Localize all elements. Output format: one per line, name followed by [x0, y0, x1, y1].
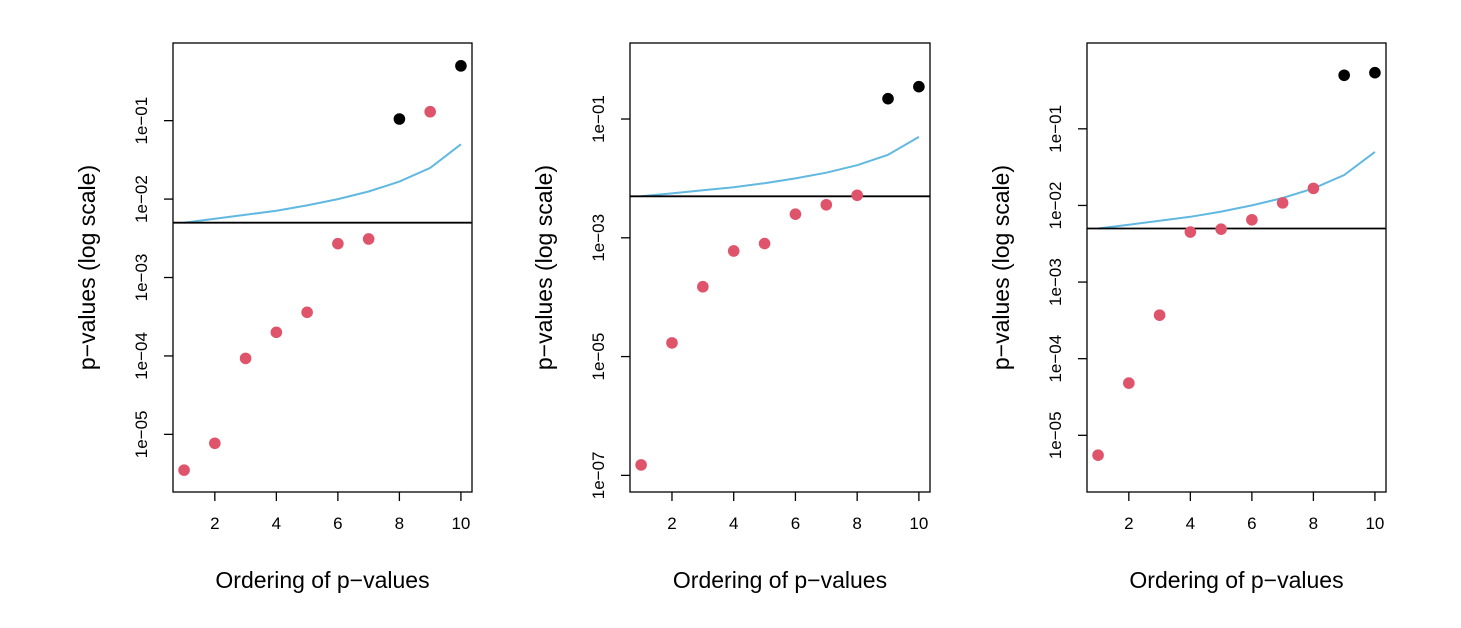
rejected-point [1276, 197, 1289, 209]
rejected-point [789, 208, 802, 220]
threshold-curve [183, 143, 462, 224]
non-rejected-point [913, 80, 925, 93]
x-tick-label: 10 [451, 514, 470, 533]
plot-frame [172, 42, 473, 493]
rejected-point [209, 437, 221, 450]
plot-area [1087, 151, 1386, 230]
rejected-point [851, 189, 863, 202]
x-tick-label: 4 [272, 514, 281, 533]
x-tick-label: 2 [1124, 514, 1133, 533]
rejected-point [270, 326, 283, 339]
rejected-point [820, 198, 833, 211]
x-tick-label: 6 [333, 514, 342, 533]
y-tick-label: 1e−07 [589, 451, 608, 499]
y-tick-label: 1e−01 [132, 97, 151, 145]
rejected-point [178, 464, 190, 476]
chart-panel-3: 2 4 6 8 10 1e−05 1e−04 1e−03 1e−02 1e−01 Ordering … [988, 42, 1387, 593]
non-rejected-point [882, 92, 894, 105]
x-tick-label: 4 [1186, 514, 1195, 533]
rejected-point [666, 337, 678, 349]
non-rejected-point [455, 60, 467, 72]
y-tick-label: 1e−03 [1046, 258, 1065, 306]
rejected-point [1215, 223, 1227, 235]
y-tick-label: 1e−01 [589, 95, 608, 143]
rejected-point [1246, 213, 1258, 226]
plot-frame [629, 42, 931, 493]
rejected-point [758, 237, 771, 250]
y-axis-title: p−values (log scale) [531, 165, 557, 370]
non-rejected-point [393, 113, 406, 125]
plot-area [173, 143, 472, 224]
y-tick-label: 1e−03 [132, 254, 151, 302]
x-tick-label: 8 [1309, 514, 1318, 533]
chart-panel-1: 2 4 6 8 10 1e−05 1e−04 1e−03 1e−02 1e−01 Ordering … [74, 42, 473, 593]
x-axis-title: Ordering of p−values [215, 567, 429, 593]
x-axis-title: Ordering of p−values [673, 567, 887, 593]
x-tick-label: 4 [729, 514, 738, 533]
y-tick-label: 1e−05 [589, 333, 608, 381]
rejected-point [239, 352, 252, 365]
chart-panel-2: 2 4 6 8 10 1e−07 1e−05 1e−03 1e−01 Ordering of p−… [531, 42, 931, 593]
y-tick-label: 1e−03 [589, 214, 608, 262]
y-tick-label: 1e−02 [132, 175, 151, 223]
threshold-curve [1097, 151, 1376, 230]
rejected-point [1092, 449, 1104, 462]
rejected-point [301, 306, 313, 319]
y-axis-title: p−values (log scale) [988, 165, 1014, 370]
y-axis-title: p−values (log scale) [74, 165, 100, 370]
x-tick-label: 2 [210, 514, 219, 533]
y-tick-label: 1e−01 [1046, 105, 1065, 153]
threshold-curve [641, 136, 920, 198]
non-rejected-point [1338, 69, 1350, 82]
rejected-point [1153, 309, 1166, 321]
x-axis-title: Ordering of p−values [1129, 567, 1343, 593]
x-tick-label: 8 [395, 514, 404, 533]
x-tick-label: 6 [791, 514, 800, 533]
rejected-point [1184, 226, 1197, 238]
non-rejected-point [1369, 66, 1381, 79]
plot-frame [1086, 42, 1387, 493]
rejected-point [635, 459, 647, 471]
rejected-point [332, 237, 344, 250]
rejected-point [727, 245, 740, 257]
y-tick-label: 1e−04 [1046, 335, 1065, 383]
y-tick-label: 1e−04 [132, 332, 151, 380]
x-tick-label: 10 [1365, 514, 1384, 533]
plot-area [630, 136, 930, 198]
rejected-point [424, 105, 436, 118]
rejected-point [1307, 182, 1320, 195]
x-tick-label: 6 [1247, 514, 1256, 533]
rejected-point [697, 280, 709, 293]
x-tick-label: 10 [909, 514, 928, 533]
rejected-point [1123, 377, 1135, 389]
y-tick-label: 1e−05 [132, 410, 151, 458]
y-tick-label: 1e−02 [1046, 182, 1065, 230]
y-tick-label: 1e−05 [1046, 411, 1065, 459]
x-tick-label: 8 [852, 514, 861, 533]
rejected-point [362, 233, 375, 245]
x-tick-label: 2 [667, 514, 676, 533]
